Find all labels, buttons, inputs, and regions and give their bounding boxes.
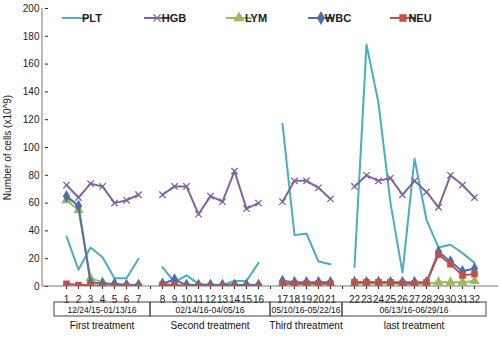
svg-text:60: 60	[28, 197, 40, 208]
svg-text:100: 100	[23, 142, 40, 153]
svg-text:24: 24	[373, 294, 385, 305]
svg-text:Second treatment: Second treatment	[171, 320, 250, 331]
svg-text:120: 120	[23, 114, 40, 125]
svg-text:02/14/16-04/05/16: 02/14/16-04/05/16	[175, 305, 244, 315]
svg-text:17: 17	[277, 294, 289, 305]
svg-text:Number of cells (x10^9): Number of cells (x10^9)	[2, 95, 13, 200]
svg-text:160: 160	[23, 58, 40, 69]
svg-text:14: 14	[229, 294, 241, 305]
svg-text:4: 4	[100, 294, 106, 305]
svg-text:25: 25	[385, 294, 397, 305]
svg-text:40: 40	[28, 225, 40, 236]
svg-text:1: 1	[64, 294, 70, 305]
svg-text:12/24/15-01/13/16: 12/24/15-01/13/16	[67, 305, 136, 315]
svg-text:Third threatment: Third threatment	[269, 320, 343, 331]
svg-text:11: 11	[193, 294, 204, 305]
svg-text:23: 23	[361, 294, 373, 305]
svg-text:20: 20	[28, 253, 40, 264]
svg-text:5: 5	[112, 294, 118, 305]
svg-text:26: 26	[397, 294, 409, 305]
svg-text:LYM: LYM	[245, 12, 267, 24]
svg-text:21: 21	[325, 294, 337, 305]
svg-text:80: 80	[28, 170, 40, 181]
svg-text:06/13/16-06/29/16: 06/13/16-06/29/16	[379, 305, 448, 315]
svg-text:WBC: WBC	[325, 12, 351, 24]
svg-text:180: 180	[23, 31, 40, 42]
svg-text:140: 140	[23, 86, 40, 97]
svg-text:8: 8	[160, 294, 166, 305]
svg-text:31: 31	[457, 294, 469, 305]
svg-text:6: 6	[124, 294, 130, 305]
svg-text:22: 22	[349, 294, 361, 305]
svg-text:32: 32	[469, 294, 481, 305]
svg-text:20: 20	[313, 294, 325, 305]
svg-text:HGB: HGB	[162, 12, 187, 24]
svg-text:29: 29	[433, 294, 445, 305]
svg-text:7: 7	[136, 294, 142, 305]
svg-text:2: 2	[76, 294, 82, 305]
svg-text:28: 28	[421, 294, 433, 305]
svg-text:19: 19	[301, 294, 313, 305]
svg-text:PLT: PLT	[82, 12, 102, 24]
svg-text:last treatment: last treatment	[384, 320, 445, 331]
svg-text:13: 13	[217, 294, 229, 305]
svg-text:9: 9	[172, 294, 178, 305]
svg-text:16: 16	[253, 294, 265, 305]
svg-text:NEU: NEU	[408, 12, 431, 24]
svg-text:200: 200	[23, 3, 40, 14]
svg-text:30: 30	[445, 294, 457, 305]
svg-text:18: 18	[289, 294, 301, 305]
svg-text:10: 10	[181, 294, 193, 305]
svg-text:12: 12	[205, 294, 217, 305]
svg-text:0: 0	[34, 281, 40, 292]
svg-text:3: 3	[88, 294, 94, 305]
svg-text:15: 15	[241, 294, 253, 305]
svg-text:First treatment: First treatment	[70, 320, 135, 331]
svg-text:05/10/16-05/22/16: 05/10/16-05/22/16	[271, 305, 340, 315]
svg-text:27: 27	[409, 294, 421, 305]
